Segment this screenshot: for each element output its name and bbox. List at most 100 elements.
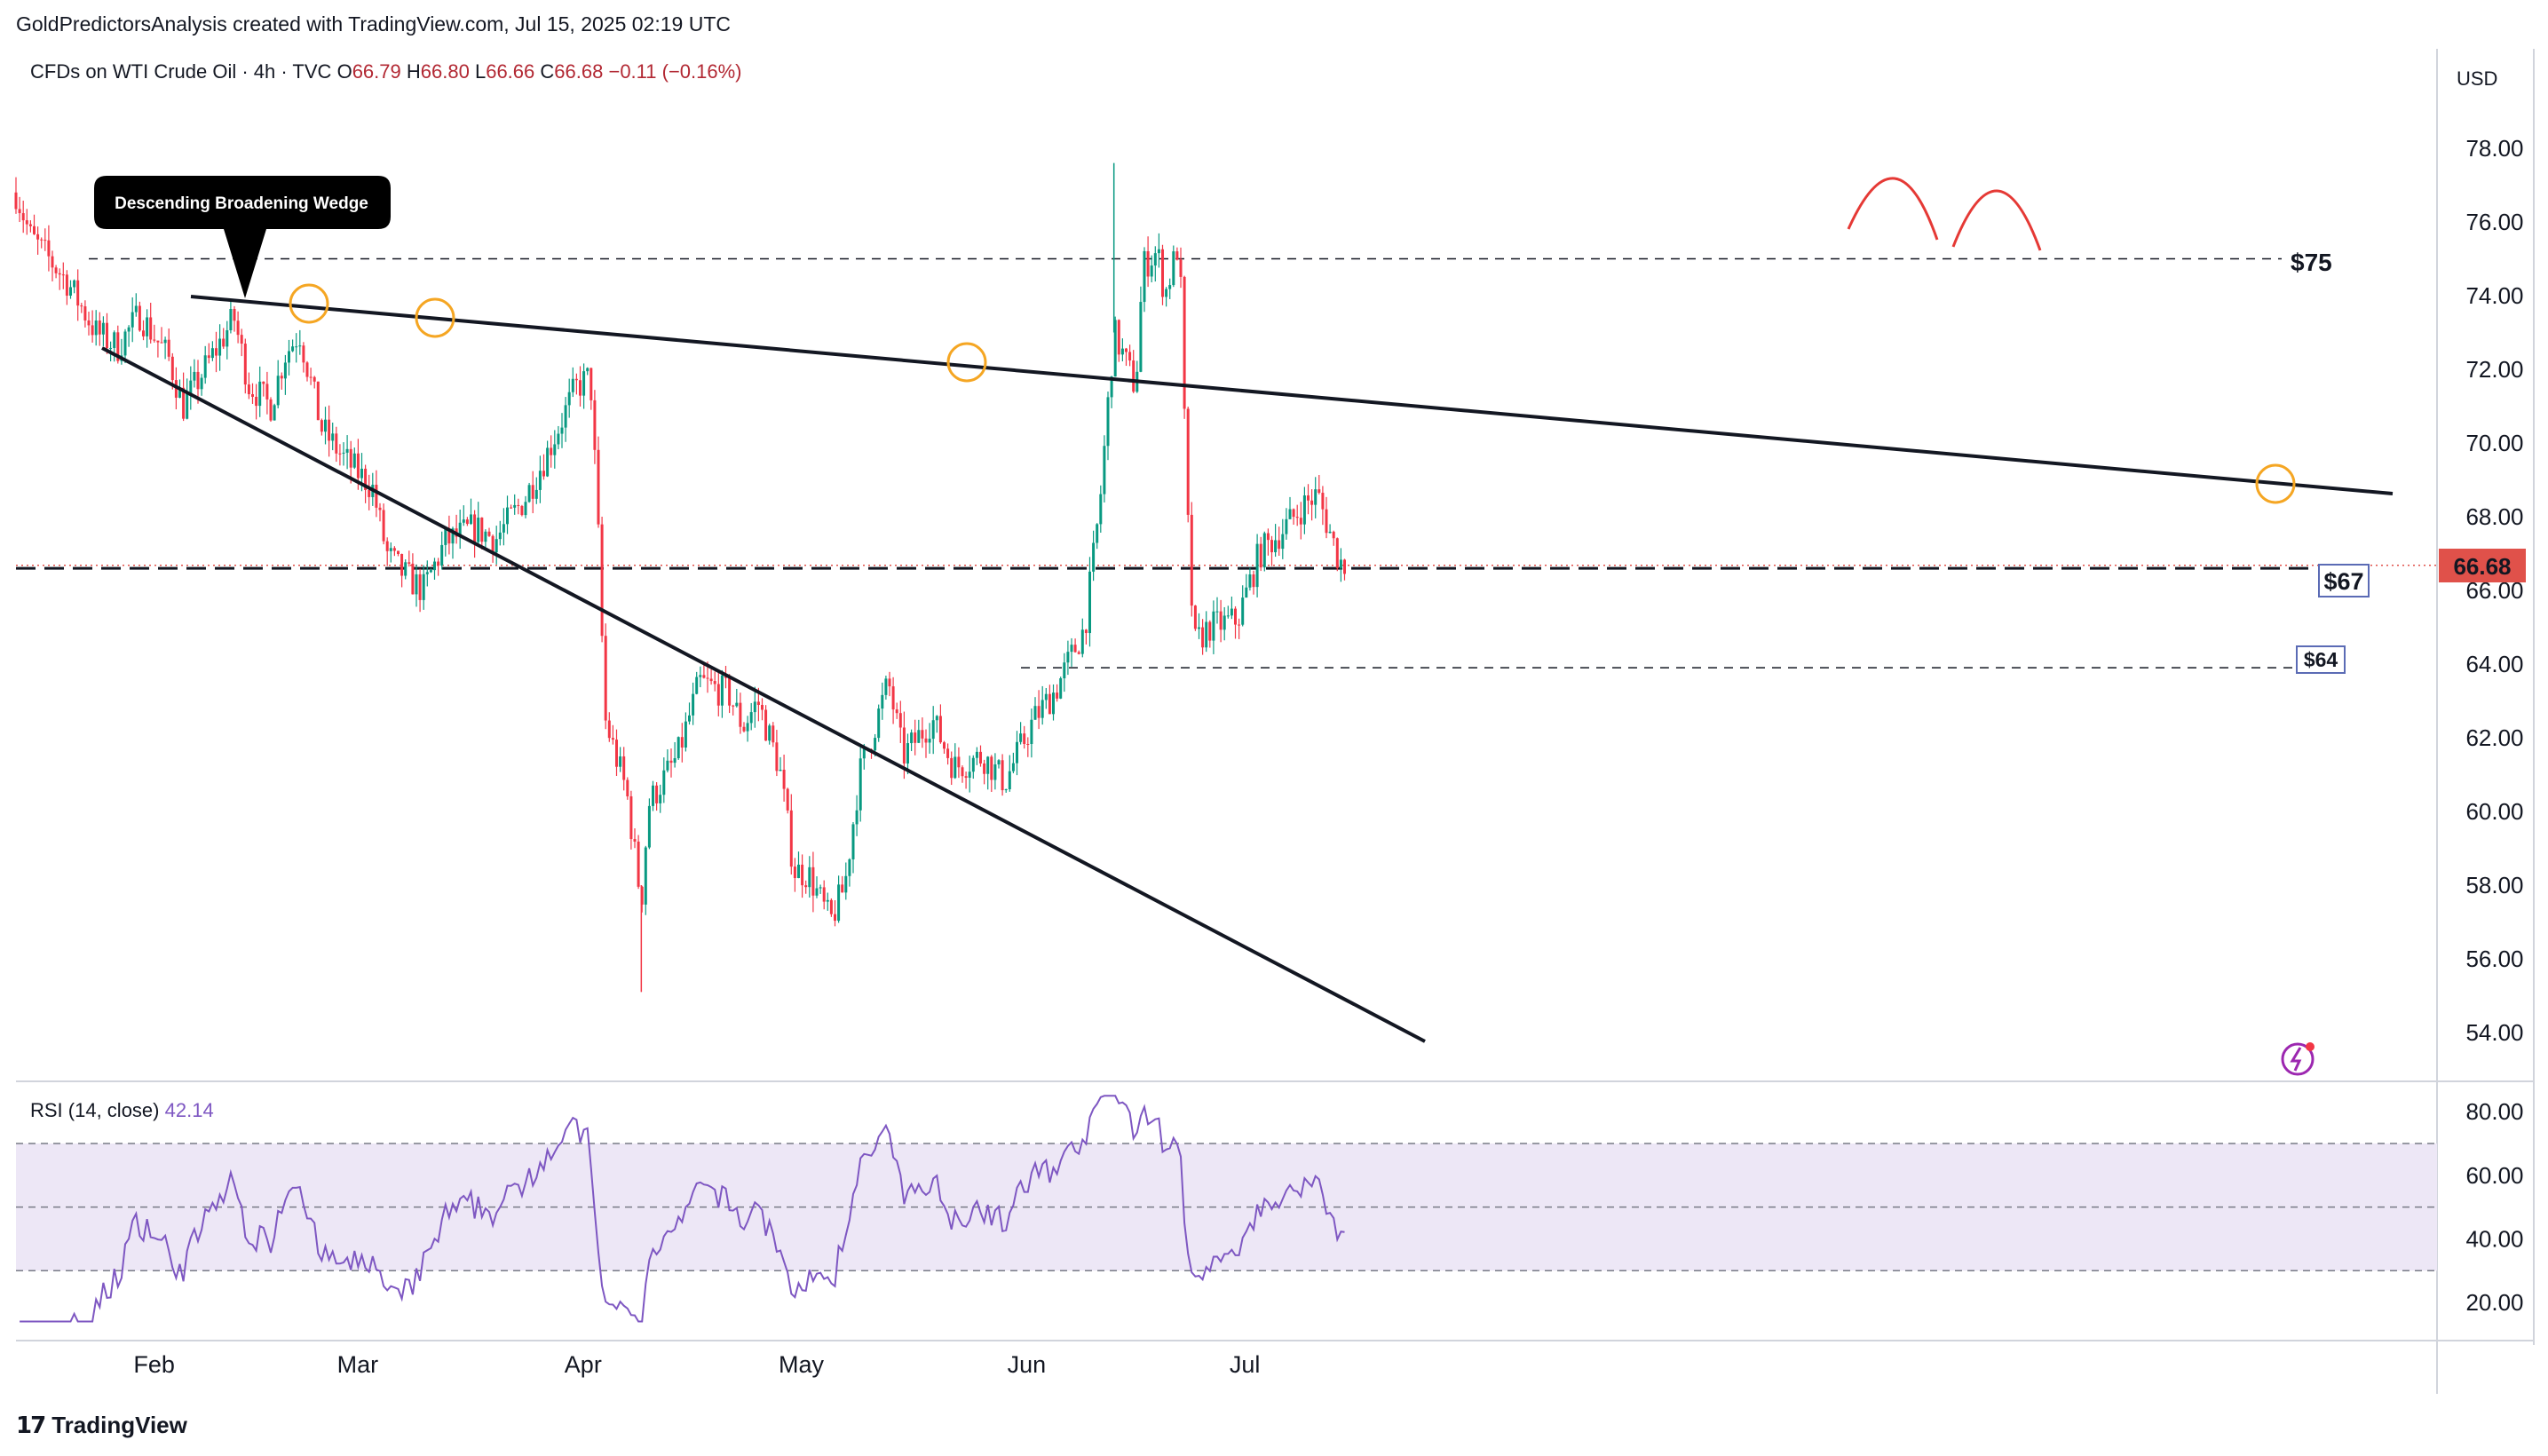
candle-body xyxy=(1008,771,1011,790)
candle-body xyxy=(640,886,644,905)
candle-body xyxy=(946,748,950,758)
candle-body xyxy=(352,453,356,468)
wedge-upper-trendline[interactable] xyxy=(190,295,2394,495)
candle-body xyxy=(1019,733,1023,742)
candle-body xyxy=(1285,518,1288,534)
candle-body xyxy=(968,772,971,779)
candle-body xyxy=(898,713,902,728)
candle-body xyxy=(943,742,946,749)
touch-circle xyxy=(946,342,987,383)
candle-body xyxy=(1270,540,1273,553)
rsi-axis[interactable]: 80.00 60.00 40.00 20.00 xyxy=(2465,1098,2523,1316)
candle-body xyxy=(109,347,113,349)
price-tick-label: 60.00 xyxy=(2465,798,2523,825)
wedge-callout[interactable]: Descending Broadening Wedge xyxy=(94,176,391,298)
candle-body xyxy=(924,738,928,743)
rsi-group xyxy=(20,1095,1345,1323)
wedge-lower-trendline[interactable] xyxy=(101,346,1426,1043)
candle-body xyxy=(1238,624,1241,626)
candle-body xyxy=(582,371,586,396)
candle-body xyxy=(116,332,120,361)
high-value: 66.80 xyxy=(420,60,470,83)
level-label-64: $64 xyxy=(2304,648,2338,671)
candle-body xyxy=(186,393,189,419)
candle-body xyxy=(36,233,40,240)
candle-body xyxy=(1281,534,1285,550)
candle-body xyxy=(957,756,961,768)
rsi-value: 42.14 xyxy=(164,1099,214,1121)
candle-body xyxy=(837,884,841,922)
candle-body xyxy=(801,864,804,886)
candle-body xyxy=(567,392,571,406)
candle-body xyxy=(527,485,531,502)
candle-body xyxy=(600,524,604,637)
candle-body xyxy=(368,489,371,497)
candle-body xyxy=(699,675,702,677)
candle-body xyxy=(215,348,218,356)
currency-label[interactable]: USD xyxy=(2457,67,2498,90)
candle-body xyxy=(1139,302,1143,372)
candle-body xyxy=(862,748,866,759)
candle-body xyxy=(997,760,1001,765)
candle-body xyxy=(1299,518,1302,525)
candle-body xyxy=(662,770,666,795)
candle-body xyxy=(408,562,411,564)
candle-body xyxy=(1292,509,1295,518)
candle-body xyxy=(793,866,796,879)
candle-body xyxy=(829,899,833,914)
candle-body xyxy=(553,444,557,455)
candle-body xyxy=(1146,250,1150,277)
candle-body xyxy=(964,776,968,779)
candle-body xyxy=(753,701,756,713)
candle-body xyxy=(1041,700,1044,718)
candle-body xyxy=(1219,611,1223,630)
time-tick-label: May xyxy=(779,1351,825,1378)
price-tick-label: 78.00 xyxy=(2465,135,2523,162)
candle-body xyxy=(404,562,408,576)
candle-body xyxy=(1193,605,1197,629)
candle-body xyxy=(531,485,534,499)
candle-body xyxy=(33,226,36,234)
rsi-title: RSI (14, close) xyxy=(30,1099,160,1121)
candle-body xyxy=(775,742,779,772)
candle-body xyxy=(684,721,687,748)
candle-body xyxy=(167,339,170,357)
candle-body xyxy=(557,433,560,445)
candle-body xyxy=(1059,678,1063,699)
touch-circle xyxy=(2255,463,2296,504)
rsi-legend: RSI (14, close) 42.14 xyxy=(30,1099,214,1122)
candle-body xyxy=(1212,611,1215,641)
candle-body xyxy=(597,449,600,525)
candle-body xyxy=(1190,514,1193,606)
price-axis[interactable]: 78.0076.0074.0072.0070.0068.0066.0064.00… xyxy=(2465,135,2523,1046)
open-label: O xyxy=(336,60,352,83)
candle-body xyxy=(841,884,844,893)
time-tick-label: Jul xyxy=(1230,1351,1261,1378)
candle-body xyxy=(113,332,116,348)
candle-body xyxy=(804,885,808,888)
candle-body xyxy=(808,866,811,888)
candle-body xyxy=(25,220,28,225)
time-axis[interactable]: Feb Mar Apr May Jun Jul xyxy=(133,1351,1260,1378)
candle-body xyxy=(1198,627,1200,629)
candle-body xyxy=(1234,608,1237,625)
candle-body xyxy=(491,535,495,553)
candle-body xyxy=(1033,706,1037,720)
candle-body xyxy=(789,810,793,867)
candle-body xyxy=(590,368,593,400)
candle-body xyxy=(142,330,145,336)
candle-body xyxy=(309,376,313,378)
candle-body xyxy=(895,709,898,714)
candle-body xyxy=(222,338,226,347)
candle-body xyxy=(98,320,101,335)
alert-icon[interactable] xyxy=(2281,1042,2315,1076)
candle-body xyxy=(360,468,363,479)
candle-body xyxy=(961,767,964,777)
level-label-67-box: $67 xyxy=(2318,564,2370,597)
candle-body xyxy=(153,339,156,341)
candle-body xyxy=(888,678,891,687)
candle-body xyxy=(411,563,415,595)
candle-body xyxy=(1262,533,1266,568)
candle-body xyxy=(305,362,309,377)
